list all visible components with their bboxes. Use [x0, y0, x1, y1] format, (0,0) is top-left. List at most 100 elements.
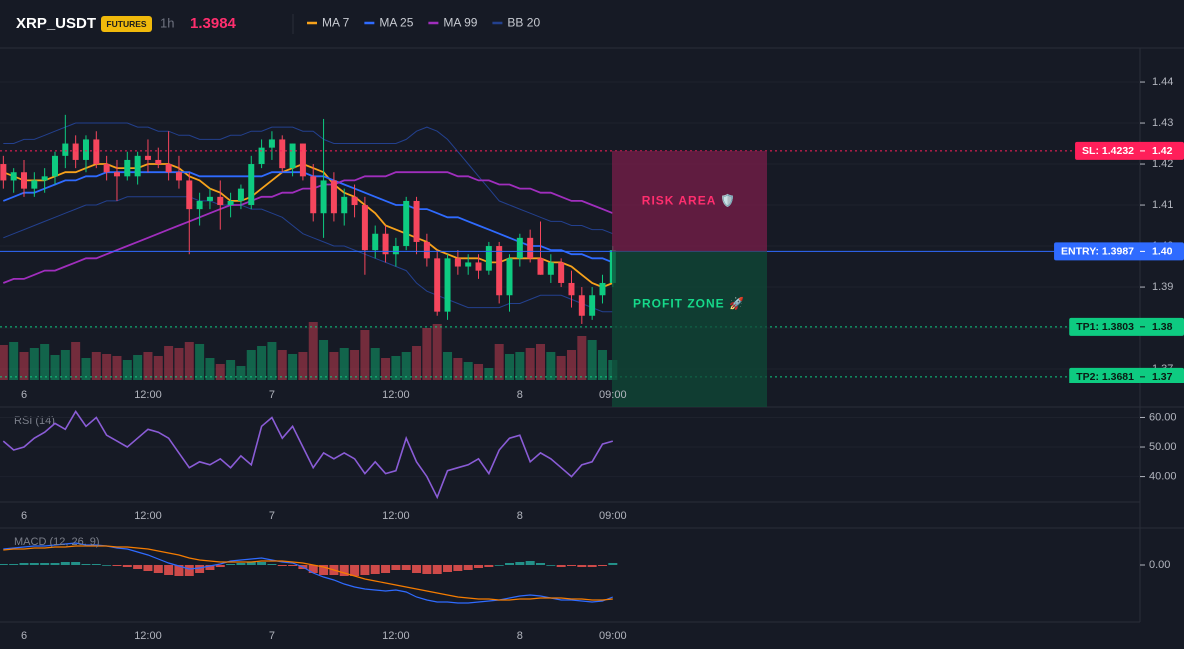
last-price: 1.3984	[190, 15, 237, 32]
level-label: TP1: 1.3803	[1076, 321, 1134, 333]
macd-histogram-bar	[484, 565, 494, 567]
volume-bar	[391, 356, 401, 380]
macd-histogram-bar	[226, 564, 236, 565]
badge-bg	[101, 16, 152, 32]
candle-body	[217, 196, 224, 206]
macd-histogram-bar	[102, 565, 112, 566]
volume-bar	[329, 352, 339, 380]
volume-bar	[174, 348, 184, 380]
macd-histogram-bar	[515, 562, 525, 565]
x-tick-label: 8	[517, 510, 523, 522]
ma-line	[2, 171, 614, 284]
candle-body	[113, 172, 120, 177]
x-tick-label: 09:00	[599, 510, 627, 522]
volume-bar	[71, 342, 81, 380]
y-tick-label: 1.39	[1152, 281, 1173, 293]
volume-bar	[50, 355, 60, 380]
candle-body	[547, 262, 554, 275]
y-tick-label: 0.00	[1149, 559, 1170, 571]
candle-body	[372, 233, 379, 251]
interval: 1h	[160, 15, 174, 30]
volume-bar	[195, 344, 205, 380]
volume-bar	[577, 336, 587, 380]
volume-bar	[474, 364, 484, 380]
zone-label: PROFIT ZONE 🚀	[633, 296, 745, 310]
candle-body	[310, 176, 317, 214]
level-label: ENTRY: 1.3987	[1061, 246, 1134, 258]
volume-bar	[412, 346, 422, 380]
volume-bar	[587, 340, 597, 380]
level-label: TP2: 1.3681	[1076, 371, 1134, 383]
volume-bar	[536, 344, 545, 380]
macd-histogram-bar	[19, 563, 29, 565]
legend-label: MA 7	[322, 16, 350, 30]
macd-histogram-bar	[0, 564, 8, 565]
candle-body	[248, 164, 255, 206]
macd-histogram-bar	[122, 565, 132, 567]
candle-body	[227, 200, 234, 206]
ma-line	[2, 171, 614, 264]
volume-bar	[556, 356, 566, 380]
panel-title: MACD (12, 26, 9)	[14, 536, 100, 548]
symbol: XRP_USDT	[16, 15, 96, 32]
volume-bar	[298, 352, 308, 380]
candle-body	[506, 258, 513, 296]
level-price: 1.37	[1152, 371, 1173, 383]
candle-body	[475, 262, 482, 271]
candle-body	[351, 196, 358, 206]
x-tick-label: 12:00	[134, 630, 162, 642]
candle-body	[299, 143, 306, 177]
candle-body	[175, 172, 182, 181]
macd-histogram-bar	[133, 565, 143, 569]
macd-histogram-bar	[577, 565, 587, 567]
candle-body	[454, 258, 461, 267]
macd-histogram-bar	[587, 565, 597, 567]
main-plot	[0, 81, 1140, 380]
macd-histogram-bar	[112, 565, 122, 566]
zone	[612, 251, 767, 407]
candle-body	[599, 282, 606, 296]
macd-histogram-bar	[288, 565, 298, 566]
macd-histogram-bar	[236, 563, 246, 565]
candle-body	[341, 196, 348, 214]
candle-body	[361, 205, 368, 251]
level-price: 1.42	[1152, 145, 1173, 157]
x-tick-label: 6	[21, 630, 27, 642]
volume-bar	[60, 350, 70, 380]
candle-body	[516, 237, 523, 259]
macd-histogram-bar	[453, 565, 463, 571]
volume-bar	[288, 354, 298, 380]
macd-histogram-bar	[556, 565, 566, 567]
candle-body	[434, 258, 441, 312]
volume-bar	[164, 346, 174, 380]
macd-histogram-bar	[246, 562, 256, 565]
zone-label: RISK AREA 🛡️	[642, 193, 736, 207]
candle-body	[258, 147, 265, 165]
macd-histogram-bar	[9, 564, 19, 565]
candle-body	[165, 164, 172, 173]
y-tick-label: 50.00	[1149, 441, 1177, 453]
macd-histogram-bar	[536, 563, 545, 565]
candle-body	[82, 139, 89, 160]
candle-body	[279, 139, 286, 169]
volume-bar	[350, 350, 360, 380]
y-tick-label: 1.42	[1152, 158, 1173, 170]
x-tick-label: 12:00	[134, 510, 162, 522]
volume-bar	[401, 352, 411, 380]
volume-bar	[339, 348, 349, 380]
volume-bar	[0, 345, 8, 380]
volume-bar	[566, 350, 576, 380]
y-tick-label: 1.43	[1152, 117, 1173, 129]
macd-histogram-bar	[277, 565, 287, 566]
x-tick-label: 7	[269, 510, 275, 522]
macd-histogram-bar	[463, 565, 473, 570]
macd-histogram-bar	[205, 565, 215, 570]
candle-body	[527, 237, 534, 259]
candle-body	[558, 262, 565, 283]
volume-bar	[360, 330, 370, 380]
volume-bar	[133, 355, 143, 380]
candle-body	[21, 172, 27, 189]
macd-histogram-bar	[360, 565, 370, 575]
macd-histogram-bar	[494, 565, 504, 566]
candle-body	[465, 262, 472, 267]
